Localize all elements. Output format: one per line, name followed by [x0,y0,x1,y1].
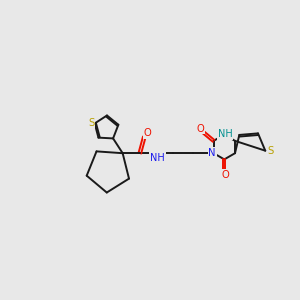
Text: S: S [88,118,94,128]
Text: NH: NH [150,153,165,163]
Text: NH: NH [218,129,232,140]
Text: N: N [208,148,216,158]
Text: O: O [143,128,151,138]
Text: O: O [221,170,229,180]
Text: S: S [268,146,274,156]
Text: O: O [196,124,204,134]
